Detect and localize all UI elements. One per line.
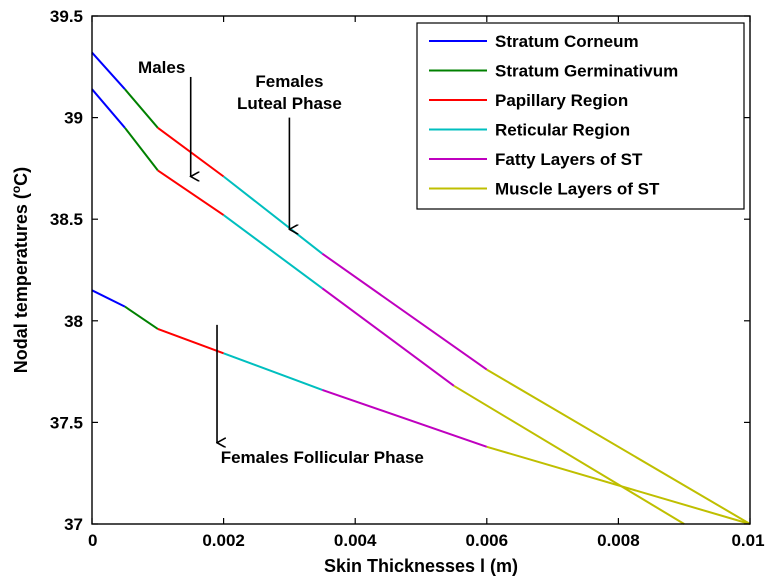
legend-box <box>416 22 745 210</box>
series-1-segment-0 <box>91 88 126 129</box>
legend-label: Muscle Layers of ST <box>495 180 660 199</box>
y-axis-title-prefix: Nodal temperatures ( <box>11 193 31 373</box>
legend-label: Reticular Region <box>495 121 630 140</box>
legend-label: Stratum Germinativum <box>495 62 678 81</box>
legend-label: Papillary Region <box>495 91 628 110</box>
series-0-segment-0 <box>91 51 126 90</box>
y-axis-title: Nodal temperatures (oC) <box>9 167 31 373</box>
series-2-segment-5 <box>486 445 751 525</box>
series-1-segment-2 <box>157 169 225 216</box>
annotation-layer: Males Females Luteal Phase Females Follicul… <box>138 58 424 467</box>
x-tick-label: 0.006 <box>466 531 509 550</box>
series-1-segment-4 <box>321 287 455 387</box>
y-tick-label: 39.5 <box>50 7 83 26</box>
series-2-segment-4 <box>321 388 488 448</box>
legend-label: Stratum Corneum <box>495 32 639 51</box>
y-axis-title-suffix: C) <box>11 167 31 186</box>
y-tick-label: 38 <box>64 312 83 331</box>
series-0-segment-3 <box>222 175 323 255</box>
series-1-segment-1 <box>124 127 159 172</box>
plot-frame <box>91 15 751 525</box>
annotation-females-luteal: Females Luteal Phase <box>237 72 342 229</box>
legend-label: Fatty Layers of ST <box>495 150 643 169</box>
series-0-segment-1 <box>124 88 159 129</box>
y-tick-label: 38.5 <box>50 210 83 229</box>
series-1-segment-3 <box>223 214 323 290</box>
y-axis-title-degree: o <box>9 186 23 193</box>
y-tick-label: 39 <box>64 109 83 128</box>
axes-layer <box>91 15 751 525</box>
annotation-label: Males <box>138 58 185 77</box>
annotation-label: Luteal Phase <box>237 94 342 113</box>
ticks-layer: 0 0.002 0.004 0.006 0.008 0.01 37 37.5 38 38.5 39 3… <box>50 7 765 550</box>
annotation-males: Males <box>138 58 191 177</box>
series-0-segment-5 <box>486 368 751 525</box>
legend: Stratum Corneum Stratum Germinativum Papil… <box>416 22 745 210</box>
series-2-segment-3 <box>223 352 323 391</box>
x-tick-label: 0.01 <box>731 531 764 550</box>
x-tick-label: 0.002 <box>202 531 245 550</box>
x-axis-title: Skin Thicknesses l (m) <box>324 556 518 576</box>
x-tick-label: 0 <box>88 531 97 550</box>
series-1-segment-5 <box>453 384 685 525</box>
series-layer <box>91 51 751 525</box>
y-tick-label: 37 <box>64 515 83 534</box>
series-2-segment-2 <box>157 327 224 355</box>
annotation-females-follicular: Females Follicular Phase <box>217 324 424 467</box>
y-tick-label: 37.5 <box>50 413 83 432</box>
annotation-label: Females Follicular Phase <box>221 448 424 467</box>
series-females-follicular-phase <box>91 289 751 525</box>
series-2-segment-1 <box>124 305 159 330</box>
series-0-segment-4 <box>321 252 488 371</box>
x-tick-label: 0.004 <box>334 531 377 550</box>
x-tick-label: 0.008 <box>597 531 640 550</box>
series-2-segment-0 <box>91 289 126 308</box>
series-males <box>91 88 685 525</box>
annotation-label: Females <box>255 72 323 91</box>
